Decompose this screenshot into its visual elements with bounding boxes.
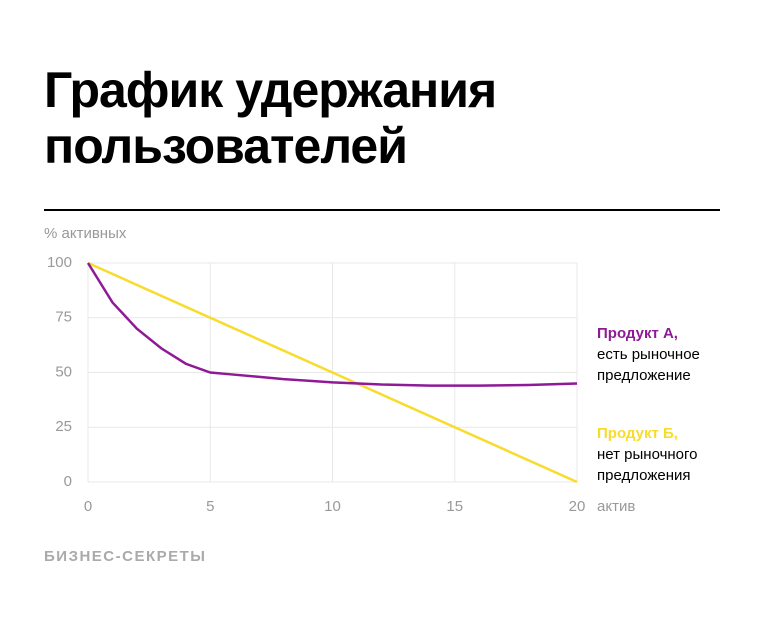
x-tick-label: 5 bbox=[206, 498, 214, 515]
legend-note: предложения bbox=[597, 467, 691, 484]
y-tick-label: 75 bbox=[55, 309, 72, 326]
legend-note: есть рыночное bbox=[597, 346, 700, 363]
y-tick-label: 0 bbox=[64, 473, 72, 490]
x-tick-label: 20 bbox=[569, 498, 586, 515]
x-axis-label: актив bbox=[597, 498, 635, 515]
line bbox=[87, 261, 578, 484]
legend-label: Продукт А, bbox=[597, 325, 678, 342]
x-tick-label: 0 bbox=[84, 498, 92, 515]
line bbox=[86, 262, 578, 387]
legend-note: нет рыночного bbox=[597, 446, 698, 463]
y-tick-label: 50 bbox=[55, 363, 72, 380]
legend-label: Продукт Б, bbox=[597, 425, 678, 442]
y-tick-label: 25 bbox=[55, 418, 72, 435]
legend-note: предложение bbox=[597, 367, 691, 384]
chart-title: График удержания пользователей bbox=[44, 62, 497, 174]
y-tick-label: 100 bbox=[47, 254, 72, 271]
x-tick-label: 10 bbox=[324, 498, 341, 515]
footer: БИЗНЕС-СЕКРЕТЫ bbox=[44, 548, 206, 565]
x-tick-label: 15 bbox=[446, 498, 463, 515]
y-axis-label: % активных bbox=[44, 225, 127, 242]
